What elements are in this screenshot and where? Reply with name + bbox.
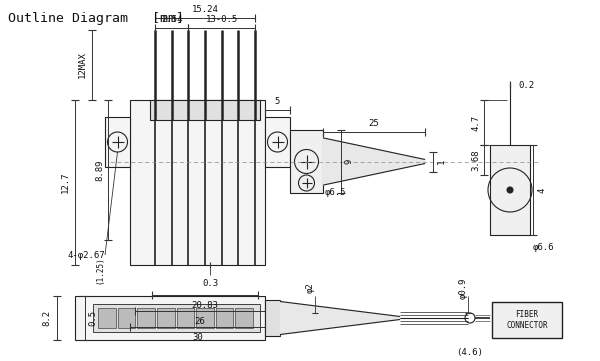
- Text: 20.83: 20.83: [191, 300, 218, 309]
- Text: φ6.6: φ6.6: [533, 243, 554, 252]
- Text: 4-φ2.67: 4-φ2.67: [68, 251, 106, 260]
- Text: 30: 30: [192, 332, 203, 342]
- Bar: [118, 308, 135, 328]
- Bar: [130, 100, 265, 265]
- Text: 0.2: 0.2: [518, 81, 534, 90]
- Text: 9: 9: [344, 159, 353, 164]
- Bar: [176, 308, 194, 328]
- Bar: [105, 117, 130, 167]
- Text: 15.24: 15.24: [191, 5, 218, 14]
- Text: 13-0.5: 13-0.5: [206, 16, 238, 25]
- Bar: [150, 100, 260, 120]
- Bar: [290, 130, 323, 193]
- Text: (1.25): (1.25): [95, 256, 104, 284]
- Text: 3.68: 3.68: [472, 149, 481, 171]
- Bar: [216, 308, 233, 328]
- Bar: [75, 296, 265, 340]
- Polygon shape: [280, 301, 400, 335]
- Text: 12.7: 12.7: [61, 172, 70, 193]
- Text: φ0.9: φ0.9: [459, 277, 468, 299]
- Text: 1: 1: [437, 159, 445, 164]
- Bar: [265, 300, 280, 336]
- Bar: [492, 302, 562, 338]
- Bar: [137, 308, 155, 328]
- Circle shape: [465, 313, 475, 323]
- Text: 2.54: 2.54: [161, 16, 182, 25]
- Bar: [98, 308, 116, 328]
- Bar: [490, 145, 530, 235]
- Bar: [265, 117, 290, 167]
- Bar: [235, 308, 253, 328]
- Text: 0.3: 0.3: [202, 279, 218, 288]
- Text: 26: 26: [194, 317, 205, 326]
- Bar: [196, 308, 214, 328]
- Circle shape: [507, 187, 513, 193]
- Text: 8.89: 8.89: [95, 159, 104, 181]
- Text: Outline Diagram   [mm]: Outline Diagram [mm]: [8, 12, 184, 25]
- Text: (4.6): (4.6): [457, 348, 484, 357]
- Text: 5: 5: [275, 97, 280, 106]
- Text: φ2: φ2: [306, 283, 315, 293]
- Polygon shape: [323, 138, 425, 185]
- Bar: [157, 308, 175, 328]
- Text: FIBER
CONNECTOR: FIBER CONNECTOR: [506, 310, 548, 330]
- Text: 25: 25: [368, 119, 379, 128]
- Text: 4.7: 4.7: [472, 114, 481, 131]
- Text: 4: 4: [538, 187, 547, 193]
- Text: 12MAX: 12MAX: [77, 52, 86, 78]
- Text: φ6.5: φ6.5: [325, 188, 347, 197]
- Text: 8.2: 8.2: [43, 310, 52, 326]
- Text: 0.5: 0.5: [89, 310, 97, 326]
- Bar: [93, 304, 260, 332]
